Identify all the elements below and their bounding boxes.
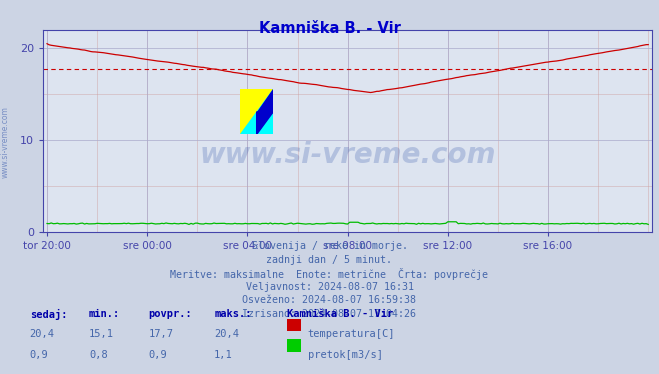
Text: min.:: min.: — [89, 309, 120, 319]
Text: Kamniška B. - Vir: Kamniška B. - Vir — [287, 309, 393, 319]
Text: maks.:: maks.: — [214, 309, 252, 319]
Text: Meritve: maksimalne  Enote: metrične  Črta: povprečje: Meritve: maksimalne Enote: metrične Črta… — [171, 268, 488, 280]
Text: Izrisano: 2024-08-07 17:04:26: Izrisano: 2024-08-07 17:04:26 — [243, 309, 416, 319]
Text: www.si-vreme.com: www.si-vreme.com — [200, 141, 496, 169]
Text: zadnji dan / 5 minut.: zadnji dan / 5 minut. — [266, 255, 393, 265]
Text: 1,1: 1,1 — [214, 350, 233, 360]
Text: Kamniška B. - Vir: Kamniška B. - Vir — [258, 21, 401, 36]
Text: 17,7: 17,7 — [148, 329, 173, 339]
Polygon shape — [241, 89, 273, 134]
Polygon shape — [257, 89, 273, 112]
Text: 20,4: 20,4 — [30, 329, 55, 339]
Text: www.si-vreme.com: www.si-vreme.com — [1, 106, 10, 178]
Text: 15,1: 15,1 — [89, 329, 114, 339]
Text: sedaj:: sedaj: — [30, 309, 67, 319]
Text: povpr.:: povpr.: — [148, 309, 192, 319]
Text: 0,8: 0,8 — [89, 350, 107, 360]
Text: Osveženo: 2024-08-07 16:59:38: Osveženo: 2024-08-07 16:59:38 — [243, 295, 416, 305]
Text: Slovenija / reke in morje.: Slovenija / reke in morje. — [252, 241, 407, 251]
Text: Veljavnost: 2024-08-07 16:31: Veljavnost: 2024-08-07 16:31 — [246, 282, 413, 292]
Text: temperatura[C]: temperatura[C] — [308, 329, 395, 339]
Text: 0,9: 0,9 — [30, 350, 48, 360]
Text: 0,9: 0,9 — [148, 350, 167, 360]
Polygon shape — [241, 89, 273, 134]
Text: pretok[m3/s]: pretok[m3/s] — [308, 350, 383, 360]
Polygon shape — [257, 112, 273, 134]
Text: 20,4: 20,4 — [214, 329, 239, 339]
